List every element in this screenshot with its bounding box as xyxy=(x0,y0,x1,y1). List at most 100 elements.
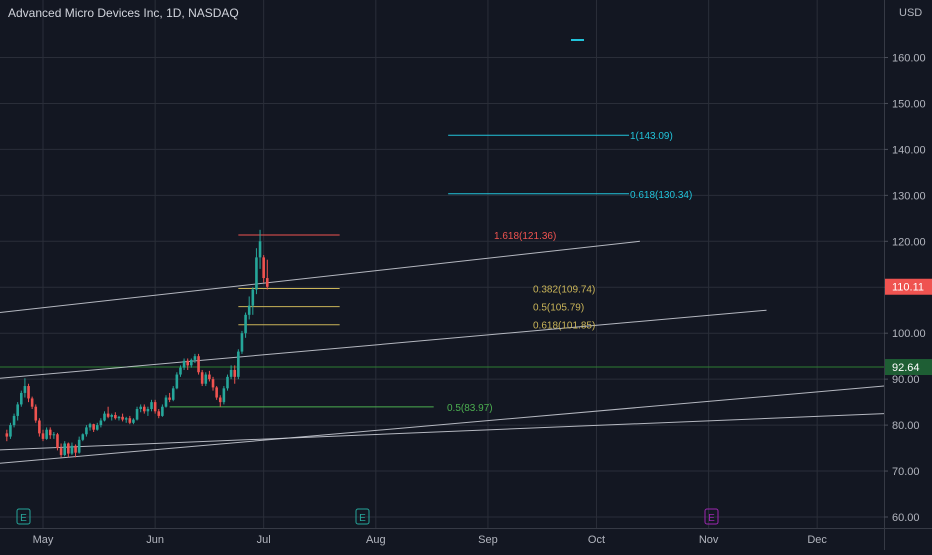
candle-body-down xyxy=(218,397,222,403)
candle-body-up xyxy=(132,419,135,423)
candle-body-up xyxy=(222,388,226,403)
candle-body-down xyxy=(41,433,45,439)
y-tick-label: 150.00 xyxy=(892,98,926,110)
candle-body-down xyxy=(186,360,189,366)
fib-level-label: 0.5(105.79) xyxy=(533,303,584,314)
x-tick-label: Sep xyxy=(478,534,498,546)
candle-body-up xyxy=(229,369,233,377)
candle-body-down xyxy=(114,414,117,419)
badge-label: E xyxy=(359,513,366,524)
candle-body-up xyxy=(70,445,74,454)
y-tick-label: 140.00 xyxy=(892,144,926,156)
fib-level-label: 0.382(109.74) xyxy=(533,284,595,295)
trendline xyxy=(0,240,640,313)
candle-body-up xyxy=(19,392,23,405)
fib-level-label: 1.618(121.36) xyxy=(494,231,556,242)
candle-body-up xyxy=(117,416,121,419)
trendline xyxy=(0,385,885,464)
candle-body-up xyxy=(139,406,142,410)
candle-body-down xyxy=(215,387,218,398)
y-tick-label: 130.00 xyxy=(892,190,926,202)
candle-body-up xyxy=(45,429,48,439)
candle-body-up xyxy=(226,376,229,389)
badge-label: E xyxy=(20,513,27,524)
candle-body-up xyxy=(124,418,128,420)
candle-body-up xyxy=(179,367,182,375)
event-badge xyxy=(704,508,719,525)
candle-body-up xyxy=(81,434,85,440)
candles xyxy=(5,229,269,458)
candle-body-up xyxy=(171,388,175,400)
candle-body-up xyxy=(244,314,247,334)
y-tick-label: 120.00 xyxy=(892,236,926,248)
fib-level-label: 0.618(101.85) xyxy=(533,321,595,332)
candle-body-up xyxy=(247,305,251,315)
y-tick-label: 70.00 xyxy=(892,466,920,478)
candle-body-down xyxy=(74,445,77,453)
candle-body-down xyxy=(30,398,34,407)
candle-body-up xyxy=(204,374,208,384)
candle-body-up xyxy=(193,356,197,360)
candle-body-up xyxy=(99,420,103,426)
candle-body-up xyxy=(150,402,153,410)
chart-title: Advanced Micro Devices Inc, 1D, NASDAQ xyxy=(8,6,239,20)
currency-label: USD xyxy=(899,7,922,19)
x-tick-label: Aug xyxy=(366,534,386,546)
x-tick-label: Jun xyxy=(146,534,164,546)
candle-body-up xyxy=(258,241,262,258)
candle-body-up xyxy=(52,434,56,436)
candle-body-down xyxy=(106,413,110,417)
y-tick-label: 80.00 xyxy=(892,420,920,432)
candle-body-down xyxy=(208,374,211,380)
candle-body-up xyxy=(251,289,255,306)
price-label-box xyxy=(885,359,932,376)
candle-body-down xyxy=(265,278,269,287)
y-tick-label: 160.00 xyxy=(892,53,926,65)
candle-body-down xyxy=(211,379,215,388)
candle-body-down xyxy=(67,443,70,454)
fib-level-label: 1(143.09) xyxy=(630,131,673,142)
fib-level-label: 0.618(130.34) xyxy=(630,190,692,201)
candle-body-up xyxy=(63,443,67,455)
trendline xyxy=(0,309,767,379)
price-label-text: 92.64 xyxy=(892,362,920,374)
candle-body-down xyxy=(168,397,171,400)
candle-body-down xyxy=(48,429,52,436)
candle-body-up xyxy=(103,413,106,421)
y-tick-label: 60.00 xyxy=(892,512,920,524)
candle-body-down xyxy=(262,257,265,279)
candle-body-down xyxy=(56,434,59,449)
badge-label: E xyxy=(708,513,715,524)
candle-body-up xyxy=(255,257,258,290)
candle-body-up xyxy=(12,415,16,426)
candle-body-down xyxy=(128,418,132,423)
earnings-badge xyxy=(355,508,370,525)
candle-body-down xyxy=(27,386,30,399)
candle-body-up xyxy=(175,374,179,389)
candle-body-up xyxy=(161,406,164,416)
x-tick-label: Jul xyxy=(257,534,271,546)
candle-body-down xyxy=(200,372,204,384)
grid xyxy=(0,0,884,528)
candle-body-up xyxy=(23,386,27,393)
candle-body-up xyxy=(9,425,12,437)
candle-body-up xyxy=(182,360,186,368)
candle-body-up xyxy=(16,404,19,416)
candle-body-up xyxy=(146,409,150,412)
candle-body-up xyxy=(110,414,114,417)
candle-body-down xyxy=(5,433,9,437)
candle-body-down xyxy=(38,420,41,434)
trendline xyxy=(0,413,885,451)
candle-body-down xyxy=(121,416,124,420)
candle-body-up xyxy=(164,397,168,407)
candle-body-down xyxy=(233,369,237,377)
candle-body-down xyxy=(34,406,38,421)
fib-level-label: 0.5(83.97) xyxy=(447,403,493,414)
y-tick-label: 100.00 xyxy=(892,328,926,340)
candle-body-down xyxy=(157,411,161,416)
candle-body-down xyxy=(142,406,146,412)
x-tick-label: Nov xyxy=(699,534,719,546)
candle-body-down xyxy=(59,448,63,455)
